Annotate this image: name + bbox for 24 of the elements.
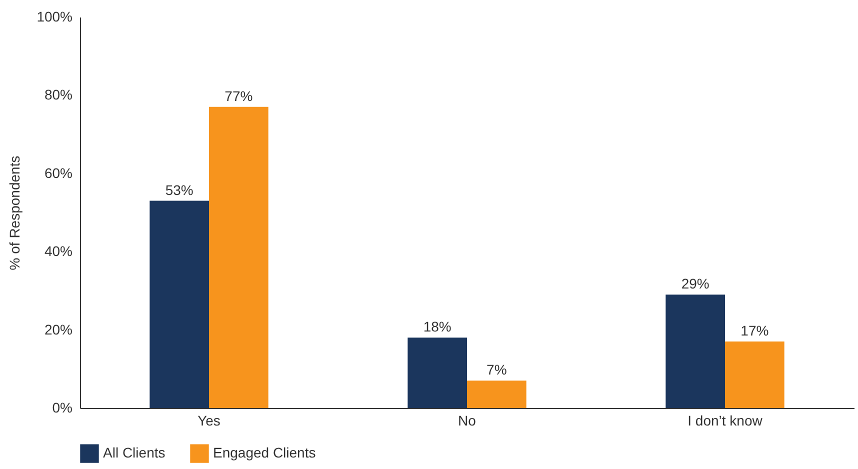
- legend-label: Engaged Clients: [213, 444, 316, 461]
- x-tick-label: No: [458, 412, 476, 428]
- bar: [408, 338, 467, 408]
- x-tick-label: Yes: [198, 412, 220, 428]
- bar: [666, 294, 725, 408]
- x-tick-label: I don’t know: [688, 412, 764, 428]
- data-label: 18%: [423, 318, 452, 335]
- y-tick-label: 0%: [52, 400, 72, 416]
- y-tick-label: 20%: [44, 321, 72, 338]
- data-label: 53%: [165, 182, 194, 198]
- y-tick-label: 60%: [44, 164, 72, 181]
- bar: [725, 342, 784, 408]
- legend-label: All Clients: [103, 444, 166, 461]
- data-label: 7%: [486, 362, 507, 378]
- bar: [150, 200, 209, 408]
- y-tick-label: 100%: [36, 8, 72, 24]
- data-label: 17%: [740, 322, 769, 339]
- y-tick-label: 40%: [44, 243, 72, 260]
- data-label: 77%: [224, 88, 253, 104]
- bar: [209, 106, 268, 408]
- y-tick-label: 80%: [44, 86, 72, 103]
- bar: [467, 380, 526, 408]
- data-label: 29%: [681, 276, 710, 292]
- y-axis-title: % of Respondents: [6, 156, 23, 270]
